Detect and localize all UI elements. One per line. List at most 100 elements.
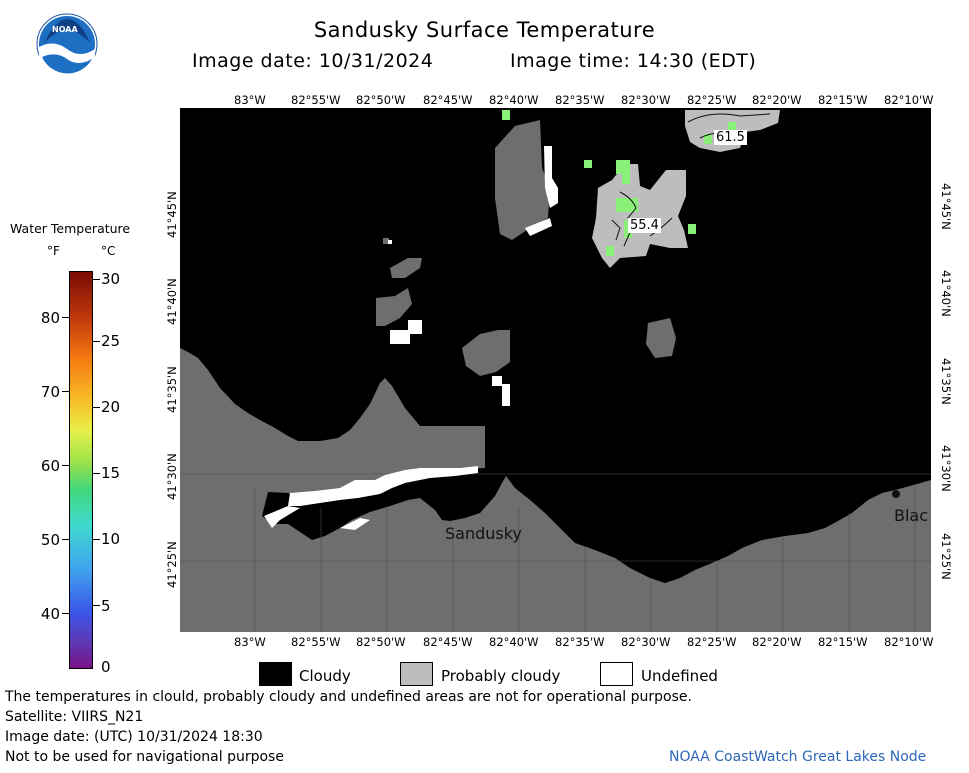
undefined-strip <box>288 466 478 506</box>
key-label-cloudy: Cloudy <box>299 667 351 685</box>
right-lat-label: 41°45'N <box>939 183 953 230</box>
undefined-patch <box>390 330 410 344</box>
bottom-lon-label: 82°45'W <box>423 635 473 649</box>
bottom-lon-label: 82°55'W <box>291 635 341 649</box>
probably-cloudy-region <box>592 164 688 268</box>
c-tick-label: 15 <box>101 464 121 482</box>
top-lon-label: 82°45'W <box>423 93 473 107</box>
probably-cloudy-patch <box>495 120 550 240</box>
footer-satellite: Satellite: VIIRS_N21 <box>5 709 144 725</box>
left-lat-label: 41°25'N <box>165 541 179 588</box>
image-date: Image date: 10/31/2024 <box>192 50 434 72</box>
probably-cloudy-patch <box>646 318 676 358</box>
bottom-lon-label: 82°35'W <box>555 635 605 649</box>
colorbar-tick <box>92 407 100 408</box>
logo-text: NOAA <box>52 25 78 34</box>
colorbar-tick <box>62 613 70 614</box>
top-lon-label: 83°W <box>234 93 266 107</box>
probably-cloudy-patch <box>376 288 412 326</box>
top-lon-label: 82°25'W <box>687 93 737 107</box>
key-swatch-probably-cloudy <box>400 662 433 686</box>
top-lon-label: 82°35'W <box>555 93 605 107</box>
bottom-lon-label: 82°15'W <box>818 635 868 649</box>
probably-cloudy-patch <box>390 258 422 278</box>
right-lat-label: 41°35'N <box>939 358 953 405</box>
f-tick-label: 70 <box>40 383 60 401</box>
probably-cloudy-patch <box>462 330 510 376</box>
top-lon-label: 82°15'W <box>818 93 868 107</box>
undefined-patch <box>492 376 502 386</box>
undefined-dot <box>388 240 392 244</box>
city-dot <box>892 490 900 498</box>
place-label-sandusky: Sandusky <box>445 524 522 543</box>
colorbar-tick <box>62 465 70 466</box>
colorbar-tick <box>62 391 70 392</box>
undefined-bay-edge <box>264 506 300 528</box>
top-lon-label: 82°10'W <box>884 93 934 107</box>
bottom-lon-label: 82°50'W <box>356 635 406 649</box>
bottom-lon-label: 82°10'W <box>884 635 934 649</box>
key-swatch-undefined <box>600 662 633 686</box>
top-lon-label: 82°30'W <box>621 93 671 107</box>
colorbar-tick <box>92 473 100 474</box>
key-label-undefined: Undefined <box>641 667 718 685</box>
temperature-map[interactable]: 61.5 55.4 Sandusky Blac <box>180 108 931 632</box>
graticule <box>180 473 931 632</box>
colorbar-tick <box>62 317 70 318</box>
legend-title: Water Temperature <box>10 221 131 236</box>
undefined-bay-edge <box>340 518 370 530</box>
footer-utc-date: Image date: (UTC) 10/31/2024 18:30 <box>5 729 263 745</box>
colorbar-tick <box>92 539 100 540</box>
temp-label-55-4: 55.4 <box>628 218 661 233</box>
undefined-patch <box>408 320 422 334</box>
key-label-probably-cloudy: Probably cloudy <box>441 667 561 685</box>
undefined-edge <box>525 218 552 236</box>
bottom-lon-label: 83°W <box>234 635 266 649</box>
colorbar-tick <box>92 341 100 342</box>
image-time: Image time: 14:30 (EDT) <box>510 50 757 72</box>
temp-label-61-5: 61.5 <box>714 130 747 145</box>
f-tick-label: 50 <box>40 531 60 549</box>
footer-credit-link[interactable]: NOAA CoastWatch Great Lakes Node <box>669 749 927 765</box>
legend-unit-c: °C <box>101 244 116 258</box>
colorbar-tick <box>92 279 100 280</box>
left-lat-label: 41°40'N <box>165 278 179 325</box>
page-title: Sandusky Surface Temperature <box>313 18 656 42</box>
c-tick-label: 20 <box>101 398 121 416</box>
top-lon-label: 82°55'W <box>291 93 341 107</box>
left-lat-label: 41°30'N <box>165 453 179 500</box>
colorbar-tick <box>62 539 70 540</box>
top-lon-label: 82°50'W <box>356 93 406 107</box>
f-tick-label: 80 <box>40 309 60 327</box>
noaa-logo-icon <box>36 13 98 81</box>
bottom-lon-label: 82°25'W <box>687 635 737 649</box>
c-tick-label: 25 <box>101 332 121 350</box>
c-tick-label: 30 <box>101 270 121 288</box>
right-lat-label: 41°30'N <box>939 445 953 492</box>
c-tick-label: 0 <box>101 658 111 676</box>
bottom-lon-label: 82°40'W <box>489 635 539 649</box>
probably-cloudy-dot <box>383 238 389 244</box>
undefined-patch <box>502 384 510 406</box>
temperature-colorbar <box>69 271 93 669</box>
key-swatch-cloudy <box>259 662 292 686</box>
c-tick-label: 10 <box>101 530 121 548</box>
map-canvas <box>180 108 931 632</box>
left-lat-label: 41°45'N <box>165 191 179 238</box>
place-label-blac: Blac <box>894 506 929 525</box>
top-lon-label: 82°40'W <box>489 93 539 107</box>
undefined-edge <box>544 146 558 208</box>
legend-unit-f: °F <box>47 244 60 258</box>
colorbar-tick <box>92 605 100 606</box>
f-tick-label: 60 <box>40 457 60 475</box>
f-tick-label: 40 <box>40 605 60 623</box>
right-lat-label: 41°40'N <box>939 270 953 317</box>
footer-navigation-note: Not to be used for navigational purpose <box>5 749 284 765</box>
top-lon-label: 82°20'W <box>752 93 802 107</box>
c-tick-label: 5 <box>101 597 111 615</box>
bottom-lon-label: 82°30'W <box>621 635 671 649</box>
left-lat-label: 41°35'N <box>165 366 179 413</box>
bottom-lon-label: 82°20'W <box>752 635 802 649</box>
footer-disclaimer: The temperatures in clould, probably clo… <box>5 689 692 705</box>
right-lat-label: 41°25'N <box>939 533 953 580</box>
